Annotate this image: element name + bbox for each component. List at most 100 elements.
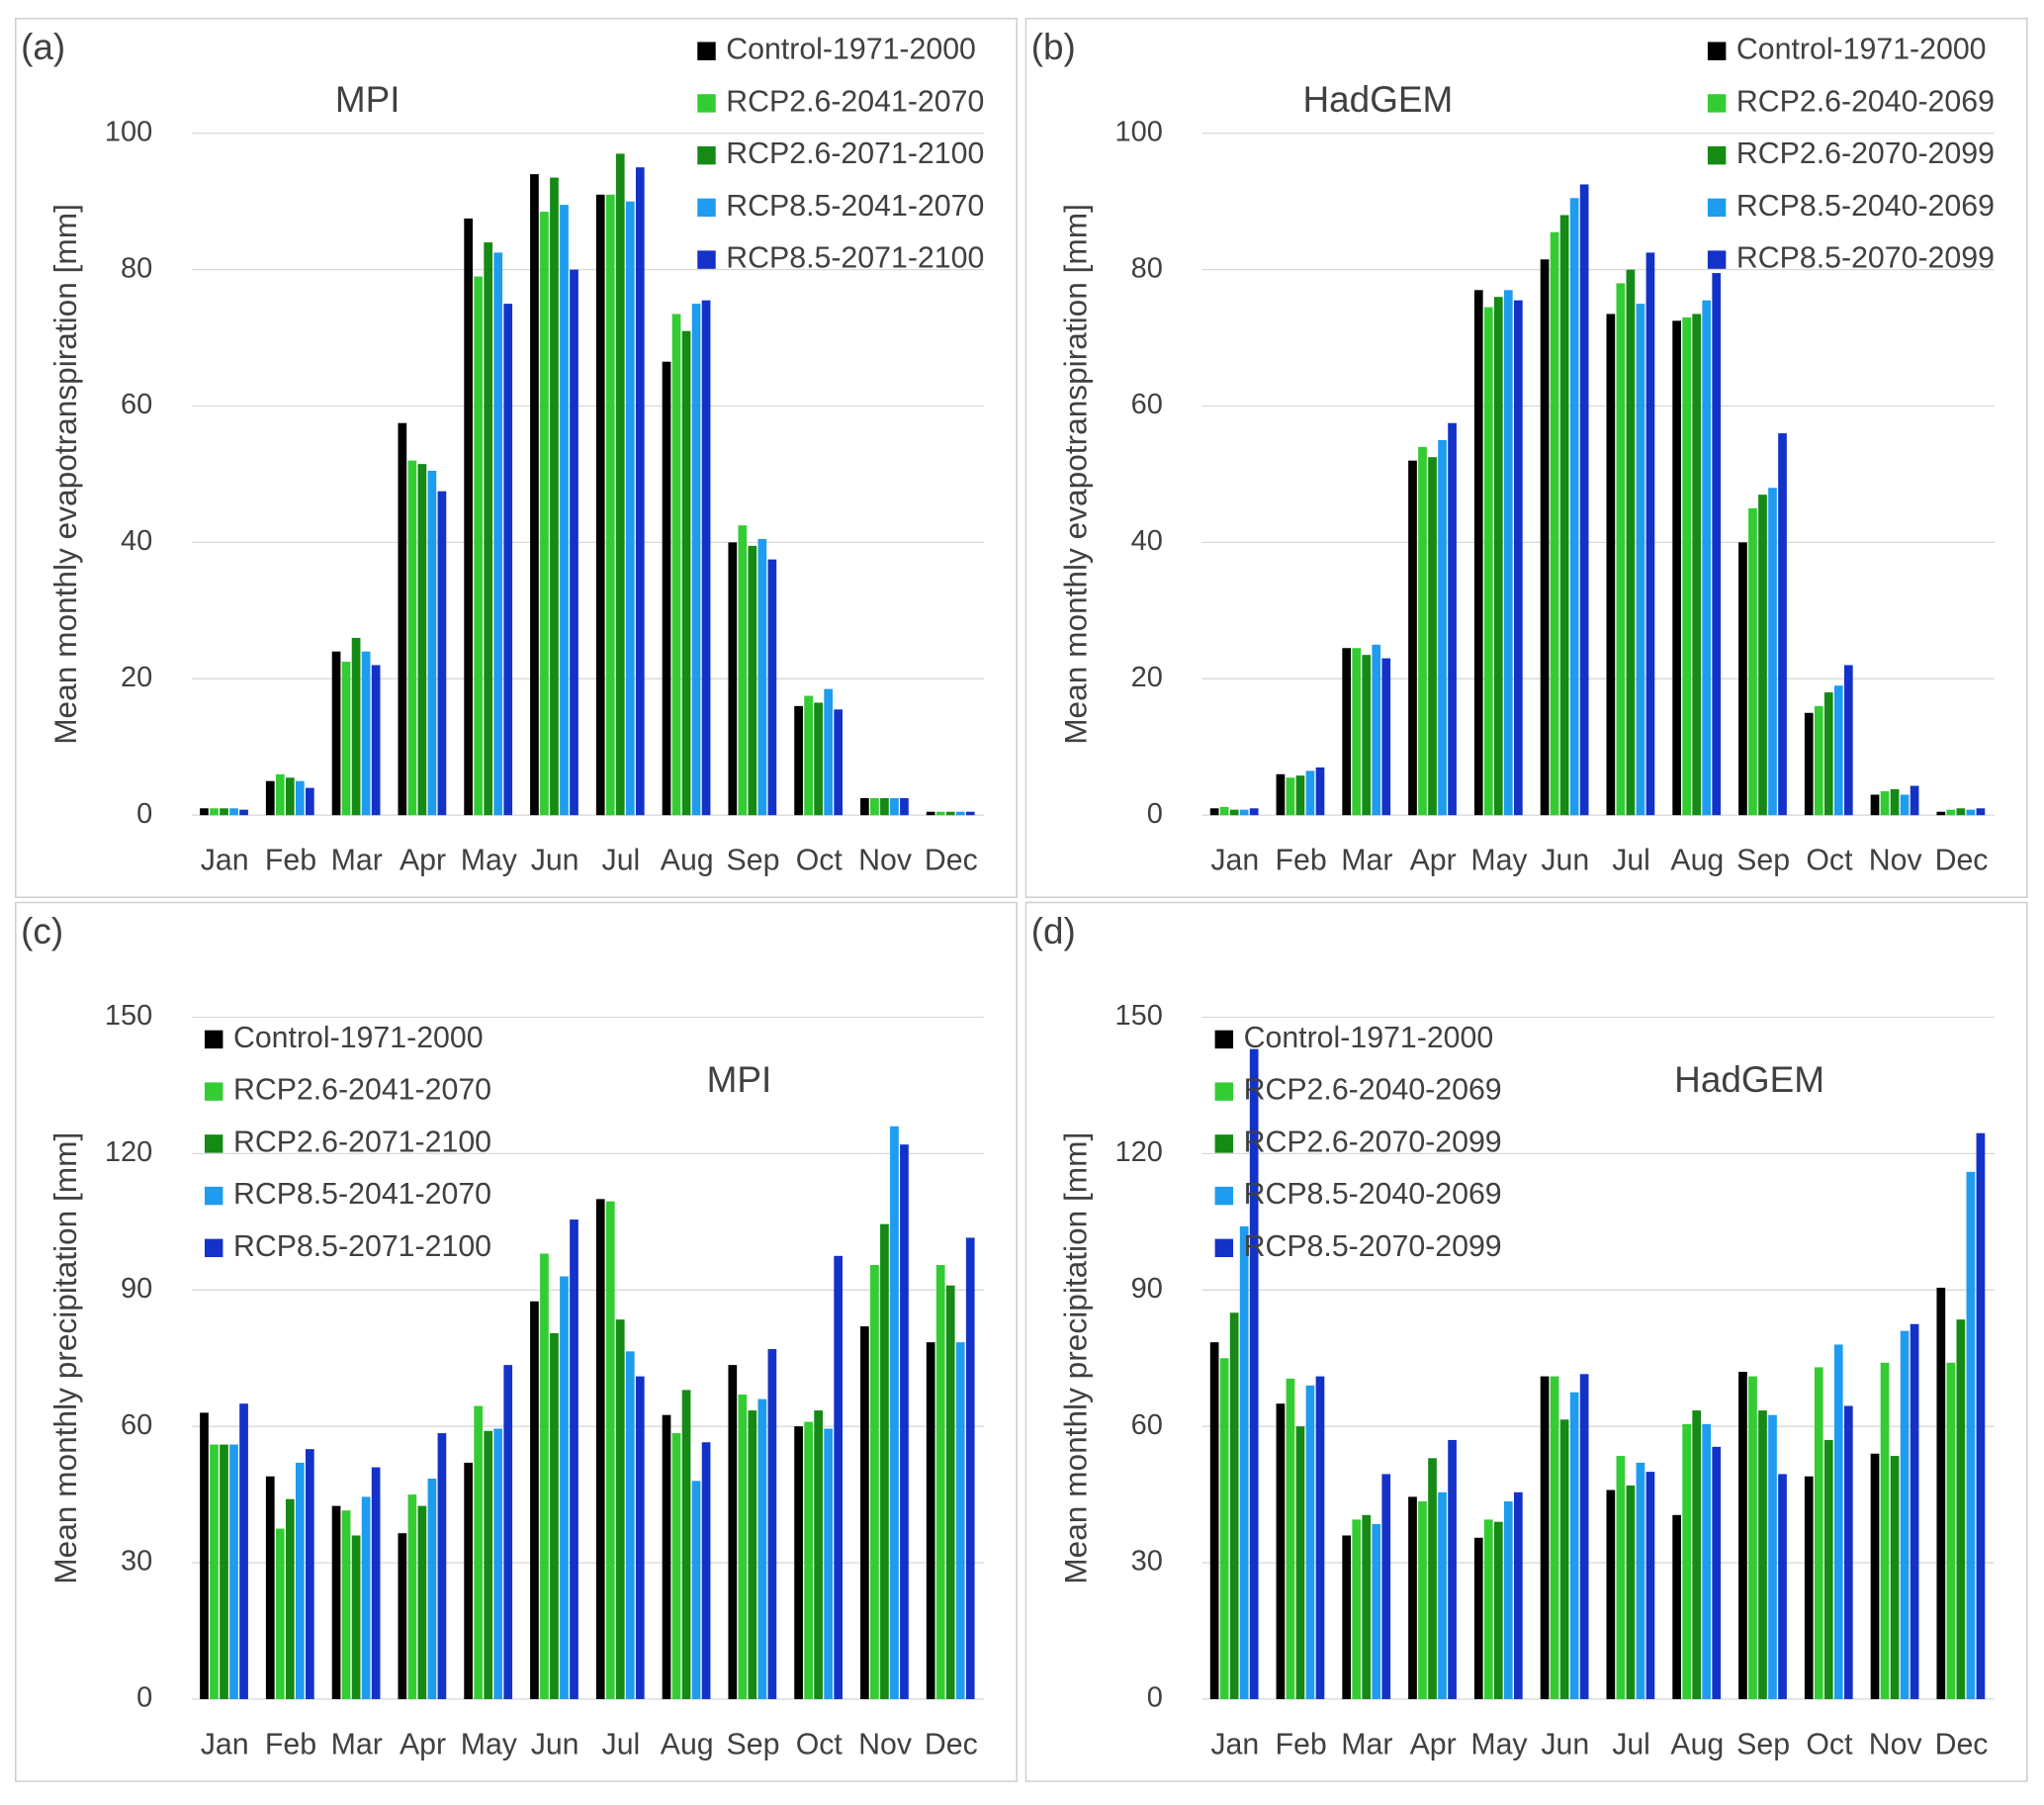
legend-swatch xyxy=(697,145,716,165)
bar xyxy=(530,1301,539,1699)
y-tick-label: 100 xyxy=(1114,116,1162,147)
bar xyxy=(814,1410,823,1699)
bar xyxy=(295,780,305,816)
bar xyxy=(728,1365,738,1699)
bar xyxy=(239,809,248,816)
y-axis-label: Mean monthly precipitation [mm] xyxy=(47,1132,83,1584)
y-axis-label: Mean monthly evapotranspiration [mm] xyxy=(1058,204,1094,745)
bar xyxy=(341,662,351,816)
bar xyxy=(1315,1376,1325,1699)
legend-label: RCP2.6-2071-2100 xyxy=(233,1126,491,1158)
panel-frame xyxy=(15,17,1019,899)
legend-swatch xyxy=(697,250,716,269)
bar xyxy=(560,1276,569,1699)
legend-label: RCP2.6-2071-2100 xyxy=(726,137,984,170)
bar xyxy=(361,651,371,816)
legend-label: RCP8.5-2040-2069 xyxy=(1244,1178,1502,1211)
bar xyxy=(1606,314,1616,816)
bar xyxy=(748,545,757,816)
bar xyxy=(1559,1419,1569,1699)
bar xyxy=(1738,542,1747,816)
x-tick-label: Mar xyxy=(331,1728,383,1760)
bar xyxy=(1966,1171,1976,1699)
bar xyxy=(595,1199,605,1699)
bar xyxy=(662,1414,671,1699)
bar xyxy=(1870,1453,1880,1699)
bar xyxy=(239,1403,248,1699)
bar xyxy=(1550,231,1559,816)
y-tick-label: 0 xyxy=(136,1682,152,1714)
bar xyxy=(331,1505,341,1699)
x-tick-label: Apr xyxy=(400,845,446,877)
bar xyxy=(1702,1423,1712,1699)
x-tick-label: Mar xyxy=(331,845,383,877)
x-tick-label: Jul xyxy=(1612,1728,1650,1760)
y-tick-label: 40 xyxy=(1131,525,1163,557)
bar xyxy=(1748,507,1757,816)
bar xyxy=(1748,1376,1757,1699)
bar xyxy=(1514,1491,1523,1699)
bar xyxy=(615,1319,625,1699)
panel-label: (c) xyxy=(21,911,63,951)
bar xyxy=(1342,1535,1352,1699)
legend-label: RCP2.6-2040-2069 xyxy=(1736,85,1995,118)
legend-label: RCP8.5-2071-2100 xyxy=(726,242,984,275)
bar xyxy=(880,1223,889,1699)
bar xyxy=(1315,767,1325,816)
bar xyxy=(1823,692,1833,816)
bar xyxy=(1239,1225,1249,1699)
legend-swatch xyxy=(1707,94,1727,113)
bar xyxy=(1833,685,1843,816)
y-tick-label: 20 xyxy=(1131,662,1163,693)
x-tick-label: Jun xyxy=(1541,845,1589,877)
bar xyxy=(625,1351,635,1699)
bar xyxy=(220,1444,228,1699)
bar xyxy=(625,201,635,816)
bar xyxy=(229,1444,238,1699)
bar xyxy=(1814,1367,1823,1699)
bar xyxy=(1936,1287,1946,1699)
legend-swatch xyxy=(204,1134,223,1153)
panel-frame xyxy=(1024,17,2028,899)
legend-swatch xyxy=(1214,1082,1234,1101)
x-tick-label: Oct xyxy=(796,1728,844,1760)
bar xyxy=(331,651,341,816)
x-tick-label: May xyxy=(1470,845,1528,877)
bar xyxy=(1692,1410,1702,1699)
bar xyxy=(398,1533,407,1699)
legend-label: RCP8.5-2040-2069 xyxy=(1736,190,1995,223)
y-tick-label: 20 xyxy=(121,662,152,693)
bar xyxy=(1286,777,1295,816)
x-tick-label: Apr xyxy=(400,1728,446,1760)
bar xyxy=(560,205,569,816)
bar xyxy=(1483,307,1493,816)
bar xyxy=(1890,788,1900,816)
x-tick-label: Nov xyxy=(1869,845,1923,877)
bar xyxy=(417,464,427,816)
legend-label: RCP2.6-2040-2069 xyxy=(1244,1074,1502,1107)
bar xyxy=(484,1430,493,1699)
bar xyxy=(1418,1501,1427,1699)
bar xyxy=(870,797,879,816)
x-tick-label: Sep xyxy=(727,845,780,877)
bar xyxy=(570,1219,578,1699)
bar xyxy=(1712,1446,1722,1699)
bar xyxy=(1833,1344,1843,1699)
x-tick-label: Jun xyxy=(531,1728,579,1760)
legend-swatch xyxy=(1707,42,1727,60)
bar xyxy=(1483,1519,1493,1699)
bar xyxy=(285,1498,295,1699)
legend-label: RCP2.6-2070-2099 xyxy=(1736,137,1995,170)
panel-frame xyxy=(1024,901,2028,1782)
legend-label: Control-1971-2000 xyxy=(233,1022,484,1054)
bar xyxy=(1626,1485,1636,1699)
bar xyxy=(220,808,228,816)
x-tick-label: Aug xyxy=(1670,845,1724,877)
x-tick-label: Sep xyxy=(1736,845,1790,877)
bar xyxy=(824,688,834,816)
bar xyxy=(1956,1319,1966,1699)
x-tick-label: Feb xyxy=(1275,845,1326,877)
bar xyxy=(351,637,361,816)
x-tick-label: Sep xyxy=(1736,1728,1790,1760)
bar xyxy=(804,695,813,816)
